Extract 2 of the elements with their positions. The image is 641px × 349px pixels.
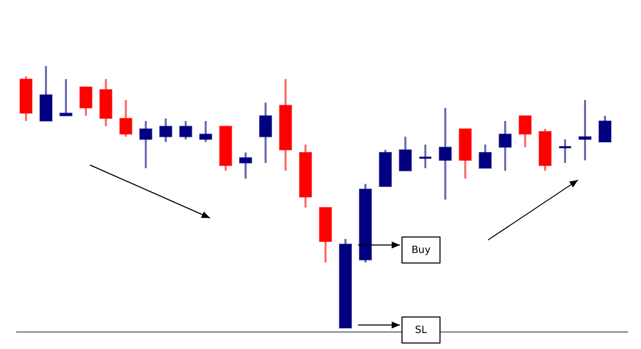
annotation: Buy [411, 245, 431, 256]
annotation: SL [415, 325, 428, 336]
